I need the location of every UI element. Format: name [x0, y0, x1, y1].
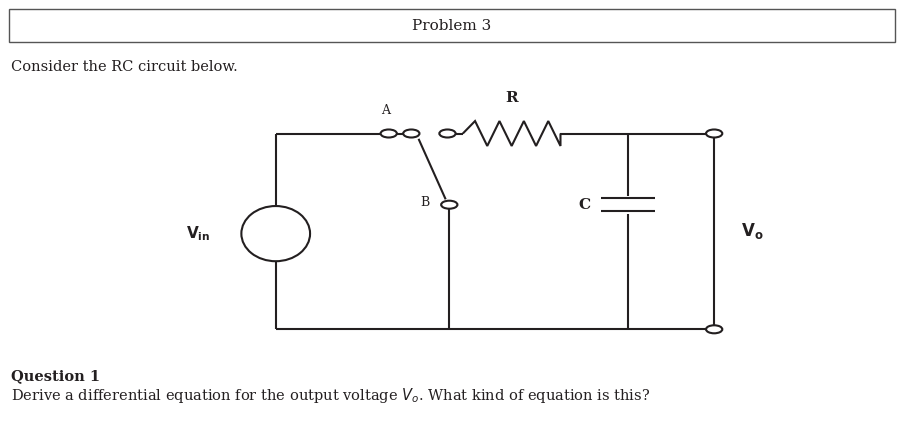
Circle shape: [439, 129, 455, 138]
Text: R: R: [505, 91, 517, 105]
Circle shape: [705, 325, 721, 333]
Circle shape: [441, 201, 457, 209]
Text: Question 1: Question 1: [11, 369, 100, 384]
Text: C: C: [578, 198, 590, 212]
Circle shape: [705, 129, 721, 138]
Circle shape: [403, 129, 419, 138]
Text: Problem 3: Problem 3: [412, 19, 491, 32]
Text: $\mathbf{V_o}$: $\mathbf{V_o}$: [740, 222, 763, 241]
Ellipse shape: [241, 206, 310, 261]
Text: $\mathbf{V_{in}}$: $\mathbf{V_{in}}$: [186, 224, 209, 243]
Text: +: +: [281, 214, 292, 228]
Text: Derive a differential equation for the output voltage $V_o$. What kind of equati: Derive a differential equation for the o…: [11, 386, 649, 405]
Text: A: A: [380, 104, 389, 117]
Text: −: −: [281, 239, 292, 253]
Text: Consider the RC circuit below.: Consider the RC circuit below.: [11, 60, 237, 74]
Circle shape: [380, 129, 396, 138]
FancyBboxPatch shape: [9, 9, 894, 42]
Text: B: B: [420, 196, 429, 209]
